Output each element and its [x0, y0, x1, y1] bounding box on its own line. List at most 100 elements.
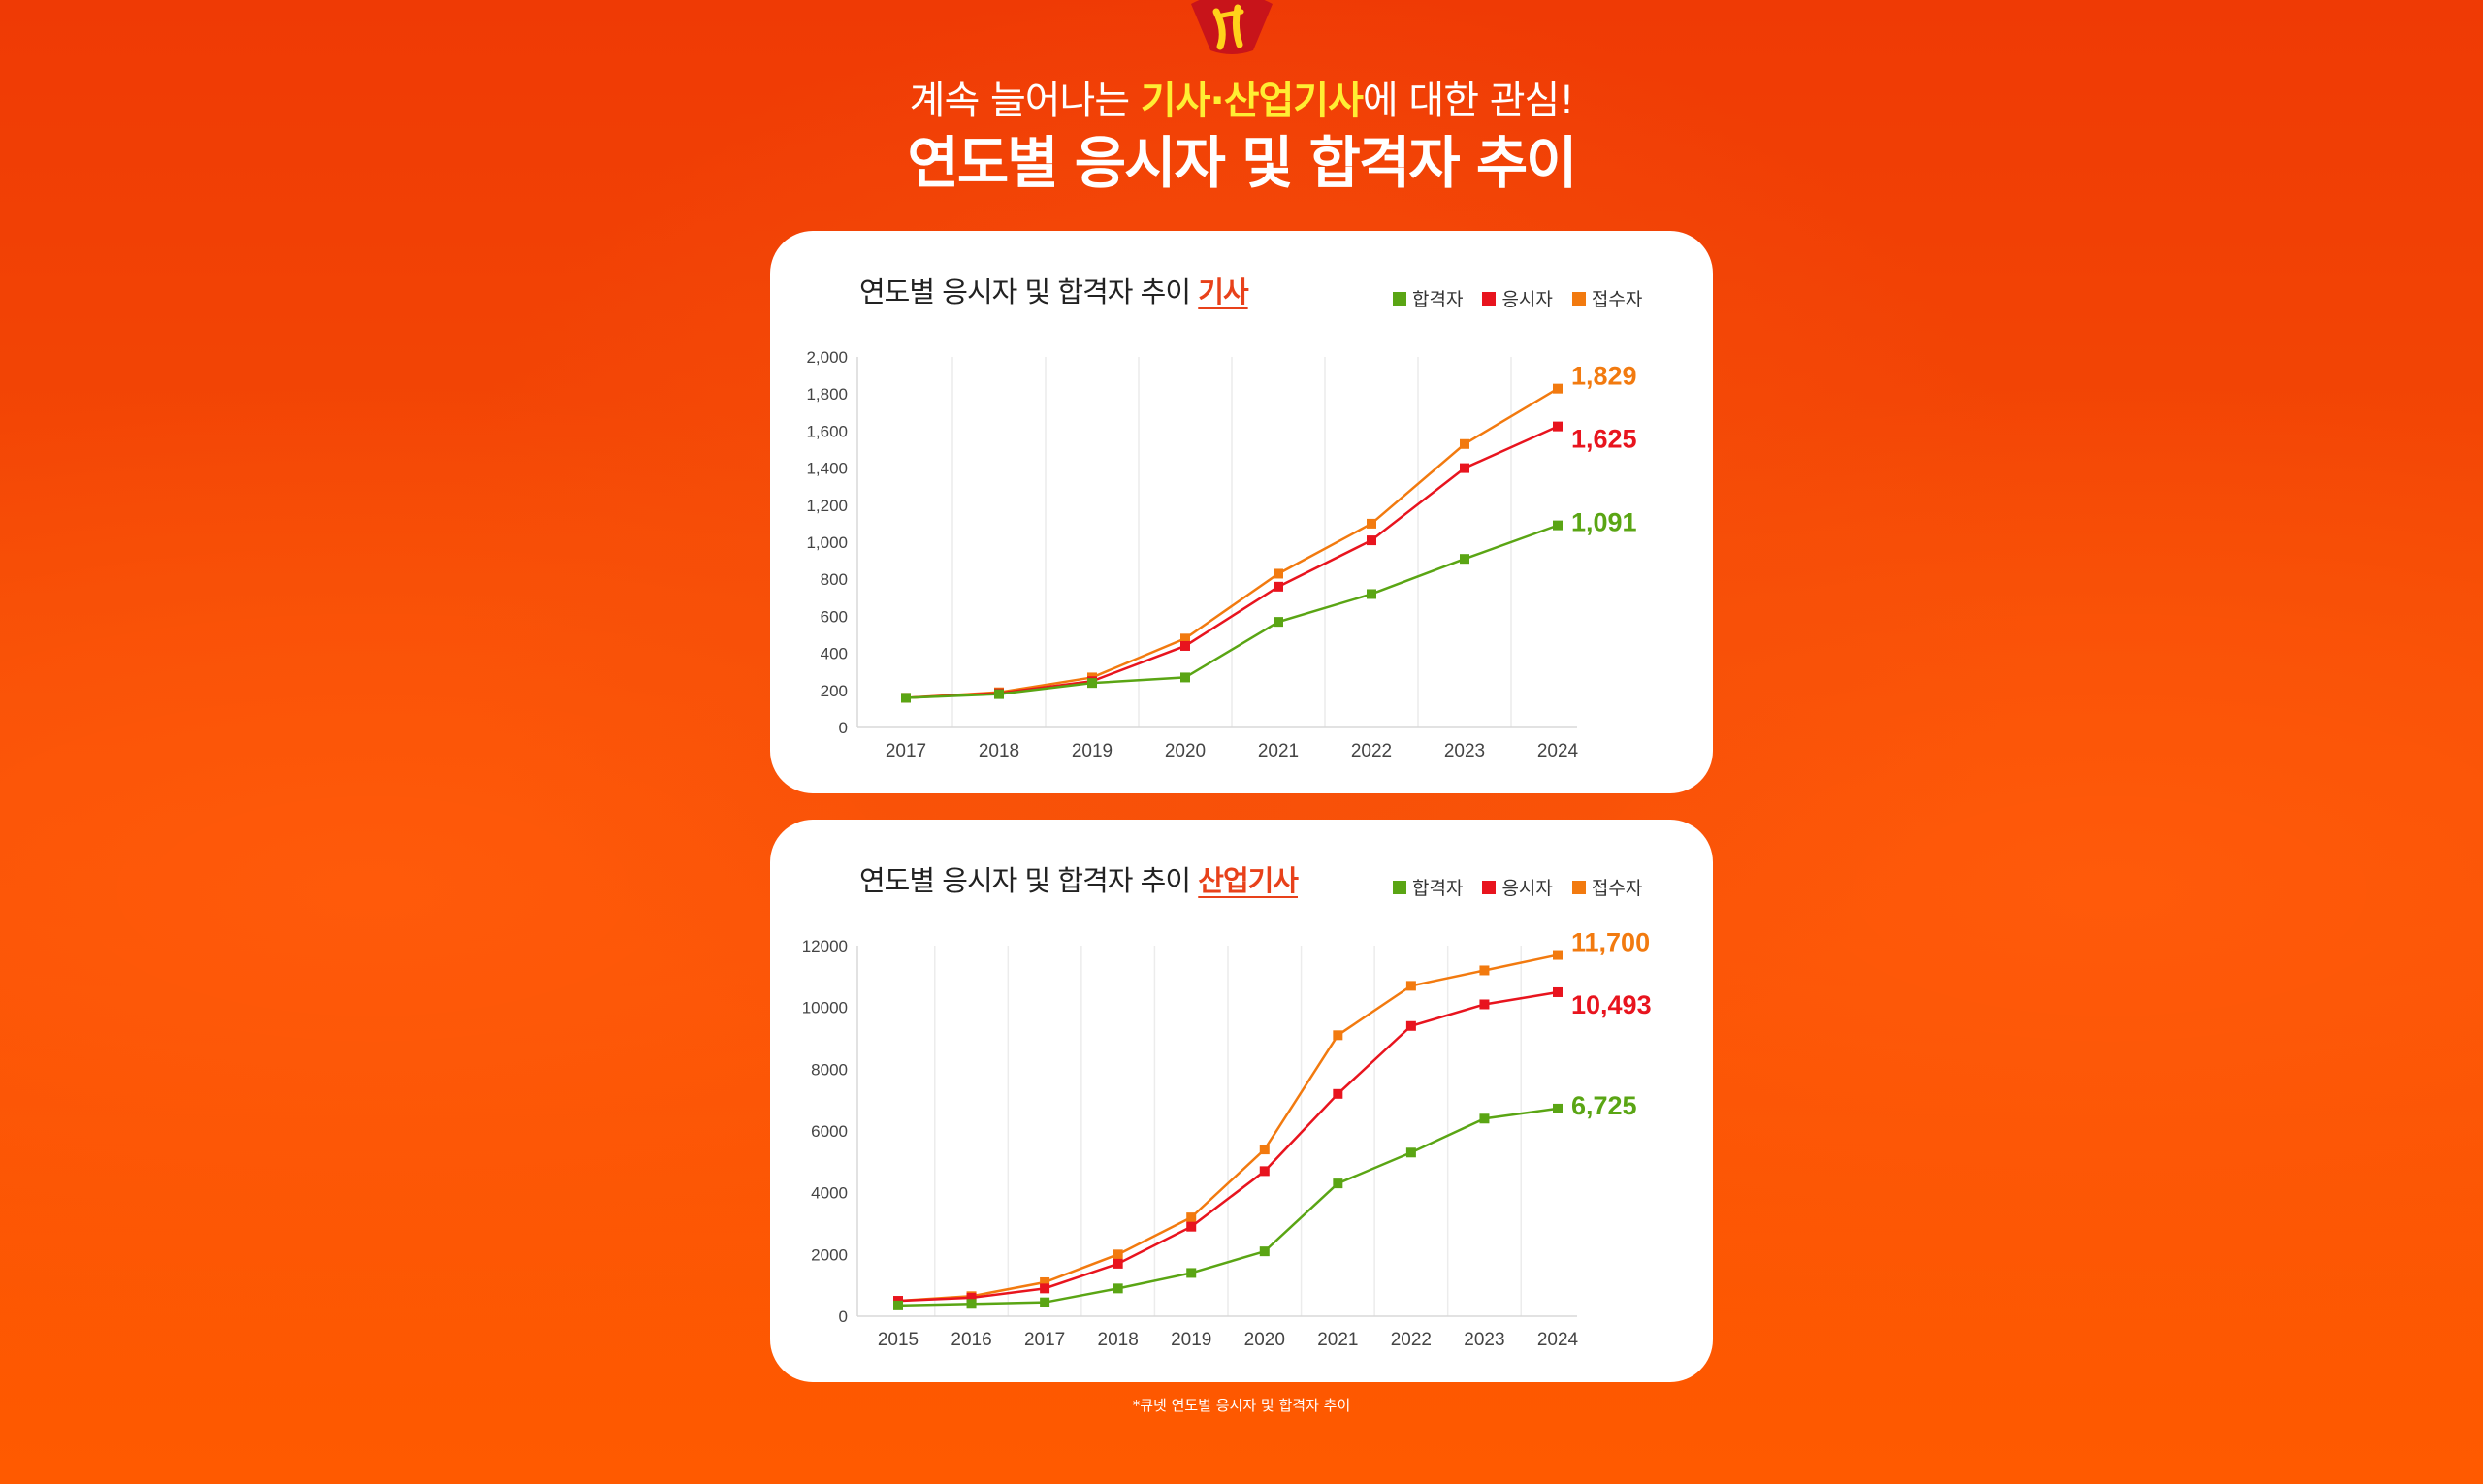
end-label-applicant: 1,625	[1571, 425, 1637, 454]
data-point-pass	[1113, 1283, 1123, 1294]
data-point-applicant	[1259, 1166, 1270, 1177]
data-point-applicant	[966, 1292, 977, 1303]
page-title: 연도별 응시자 및 합격자 추이	[907, 130, 1577, 196]
x-tick-label: 2023	[1444, 741, 1485, 761]
data-point-applicant	[1333, 1088, 1343, 1099]
data-point-pass	[1180, 672, 1190, 683]
series-line-pass	[897, 1107, 1559, 1307]
x-tick-label: 2019	[1072, 741, 1113, 761]
legend-label-registrant: 접수자	[1591, 878, 1643, 899]
end-label-pass: 1,091	[1571, 508, 1637, 537]
line-chart-sanup-gisa: 0 2000 4000 6000 8000 10000 12000 2015 2016 2017 2…	[802, 928, 1652, 1350]
legend-item-pass: 합격자	[1393, 285, 1463, 311]
legend-label-applicant: 응시자	[1501, 878, 1553, 899]
series-line-pass	[905, 524, 1559, 699]
headline-highlight-2: 산업기사	[1223, 79, 1364, 123]
x-tick-label: 2024	[1537, 1330, 1579, 1350]
y-tick-label: 600	[821, 607, 848, 626]
headline-suffix: 에 대한 관심!	[1362, 79, 1574, 123]
legend-label-applicant: 응시자	[1501, 289, 1553, 310]
data-point-applicant	[1460, 463, 1469, 473]
legend-label-pass: 합격자	[1412, 289, 1464, 310]
data-point-registrant	[1553, 950, 1563, 960]
data-point-registrant	[1405, 981, 1416, 991]
chart-card-sanup-gisa: 연도별 응시자 및 합격자 추이 산업기사 합격자 응시자 접수자 0 2000 4…	[770, 820, 1713, 1382]
legend-item-registrant: 접수자	[1571, 874, 1643, 900]
data-point-pass	[1259, 1246, 1270, 1257]
line-chart-gisa: 0 200 400 600 800 1,000 1,200 1,400 1,600 1,800 2,…	[806, 348, 1637, 761]
data-point-registrant	[1040, 1276, 1050, 1287]
legend-item-applicant: 응시자	[1482, 285, 1553, 311]
y-tick-label: 1,000	[806, 533, 848, 552]
chart-title-prefix: 연도별 응시자 및 합격자 추이	[859, 275, 1199, 308]
x-tick-label: 2018	[979, 741, 1019, 761]
y-tick-label: 6000	[811, 1122, 848, 1141]
data-point-applicant	[1553, 421, 1563, 432]
data-point-pass	[1087, 678, 1097, 689]
y-tick-label: 0	[839, 1307, 848, 1326]
data-point-pass	[893, 1300, 903, 1310]
y-tick-label: 12000	[802, 937, 848, 955]
data-point-applicant	[1274, 581, 1283, 592]
legend-label-pass: 합격자	[1412, 878, 1464, 899]
y-tick-label: 1,400	[806, 460, 848, 478]
data-point-applicant	[1040, 1283, 1050, 1294]
data-point-registrant	[1186, 1212, 1197, 1223]
data-point-applicant	[1553, 986, 1563, 997]
y-tick-label: 2000	[811, 1245, 848, 1264]
headline-prefix: 계속 늘어나는	[909, 79, 1141, 123]
end-label-pass: 6,725	[1571, 1091, 1637, 1120]
x-tick-label: 2020	[1244, 1330, 1285, 1350]
chart-title: 연도별 응시자 및 합격자 추이 산업기사	[859, 858, 1299, 899]
legend-swatch-pass	[1393, 880, 1406, 894]
y-tick-label: 4000	[811, 1184, 848, 1203]
legend-item-registrant: 접수자	[1571, 285, 1642, 311]
data-point-pass	[1333, 1178, 1343, 1189]
data-point-pass	[1553, 1103, 1563, 1113]
chart-title-accent: 기사	[1198, 275, 1248, 308]
y-tick-label: 200	[821, 682, 848, 700]
data-point-pass	[966, 1299, 977, 1309]
x-tick-label: 2019	[1171, 1330, 1211, 1350]
series-line-registrant	[897, 953, 1559, 1303]
y-tick-label: 400	[821, 645, 848, 663]
data-point-applicant	[1405, 1020, 1416, 1031]
data-point-registrant	[1259, 1145, 1270, 1155]
data-point-registrant	[1367, 518, 1376, 529]
data-point-applicant	[1113, 1258, 1123, 1269]
y-tick-label: 8000	[811, 1060, 848, 1079]
data-point-registrant	[1479, 965, 1490, 976]
x-tick-label: 2024	[1537, 741, 1579, 761]
chart-card-gisa: 연도별 응시자 및 합격자 추이 기사 합격자 응시자 접수자 0 200 400 6…	[770, 231, 1713, 793]
data-point-pass	[994, 689, 1004, 699]
logo-icon	[1191, 0, 1273, 54]
legend-item-pass: 합격자	[1393, 874, 1463, 900]
x-tick-label: 2018	[1098, 1330, 1139, 1350]
data-point-applicant	[1367, 535, 1376, 546]
x-tick-label: 2022	[1391, 1330, 1432, 1350]
data-point-applicant	[1180, 640, 1190, 651]
y-tick-label: 1,800	[806, 385, 848, 403]
headline-separator: ·	[1209, 79, 1224, 123]
data-point-registrant	[1333, 1030, 1343, 1041]
legend-item-applicant: 응시자	[1482, 874, 1553, 900]
chart-title-accent: 산업기사	[1198, 864, 1299, 897]
data-point-registrant	[1460, 438, 1469, 449]
chart-title-prefix: 연도별 응시자 및 합격자 추이	[859, 864, 1199, 897]
x-tick-label: 2021	[1317, 1330, 1358, 1350]
legend-swatch-pass	[1393, 291, 1406, 306]
data-point-pass	[1367, 589, 1376, 599]
legend-swatch-applicant	[1482, 291, 1497, 306]
x-tick-label: 2022	[1351, 741, 1392, 761]
x-tick-label: 2015	[878, 1330, 919, 1350]
chart-legend: 합격자 응시자 접수자	[1393, 285, 1642, 311]
data-point-pass	[1479, 1113, 1490, 1124]
y-tick-label: 1,600	[806, 422, 848, 440]
data-point-pass	[1040, 1297, 1050, 1307]
data-point-pass	[1274, 617, 1283, 628]
data-point-registrant	[1274, 568, 1283, 579]
data-point-registrant	[1113, 1249, 1123, 1260]
x-tick-label: 2020	[1165, 741, 1206, 761]
series-line-registrant	[905, 387, 1559, 699]
end-label-applicant: 10,493	[1571, 990, 1652, 1019]
